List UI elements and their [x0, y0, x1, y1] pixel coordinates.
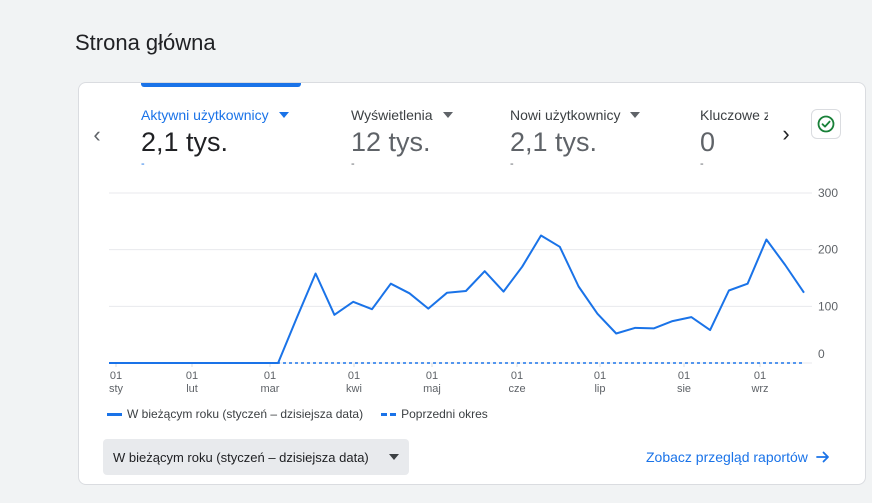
x-tick-month: sty [109, 383, 124, 395]
legend-item-current: W bieżącym roku (styczeń – dzisiejsza da… [107, 407, 363, 421]
caret-down-icon [389, 454, 399, 460]
metric-comparison: - [351, 158, 355, 170]
metric-label: Aktywni użytkownicy [141, 107, 269, 123]
metric-comparison: - [141, 158, 145, 170]
caret-down-icon [278, 112, 289, 118]
metric-new-users[interactable]: Nowi użytkownicy 2,1 tys. - [510, 107, 641, 177]
y-tick-label: 300 [818, 186, 838, 200]
legend-dashed-swatch [381, 412, 397, 416]
metric-label: Kluczowe zdarzenia [700, 107, 768, 123]
page-title: Strona główna [75, 30, 216, 55]
legend-solid-swatch [107, 412, 122, 416]
y-tick-label: 200 [818, 243, 838, 257]
x-tick-month: maj [423, 383, 441, 395]
x-tick-day: 01 [110, 370, 122, 382]
metric-active-users[interactable]: Aktywni użytkownicy 2,1 tys. - [141, 107, 289, 177]
view-reports-link[interactable]: Zobacz przegląd raportów [646, 449, 830, 465]
x-tick-month: cze [508, 383, 525, 395]
metric-value: 2,1 tys. [141, 127, 229, 157]
y-tick-label: 0 [818, 347, 825, 361]
arrow-right-icon [815, 451, 829, 463]
x-tick-month: lut [186, 383, 198, 395]
metric-value: 12 tys. [351, 127, 431, 157]
active-tab-indicator [141, 83, 301, 87]
x-tick-day: 01 [348, 370, 360, 382]
metric-comparison: - [700, 158, 704, 170]
chart-legend: W bieżącym roku (styczeń – dzisiejsza da… [107, 407, 488, 421]
metric-views[interactable]: Wyświetlenia 12 tys. - [351, 107, 453, 177]
caret-down-icon [442, 112, 453, 118]
chevron-left-icon[interactable]: ‹ [93, 122, 101, 147]
line-chart: 300200100001sty01lut01mar01kwi01maj01cze… [109, 186, 838, 395]
x-tick-day: 01 [186, 370, 198, 382]
metric-value: 2,1 tys. [510, 127, 598, 157]
date-range-label: W bieżącym roku (styczeń – dzisiejsza da… [113, 449, 369, 465]
x-tick-month: mar [261, 383, 280, 395]
overview-card: ‹ Aktywni użytkownicy 2,1 tys. - Wyświet… [78, 82, 866, 485]
x-tick-month: wrz [750, 383, 768, 395]
x-tick-day: 01 [264, 370, 276, 382]
legend-label: W bieżącym roku (styczeń – dzisiejsza da… [127, 407, 364, 421]
series-line-current [109, 234, 805, 364]
caret-down-icon [630, 112, 641, 118]
chevron-right-icon[interactable]: › [775, 121, 797, 147]
x-tick-month: kwi [346, 383, 362, 395]
x-tick-day: 01 [754, 370, 766, 382]
metric-value: 0 [700, 127, 716, 157]
x-tick-day: 01 [594, 370, 606, 382]
metric-comparison: - [510, 158, 514, 170]
date-range-dropdown[interactable]: W bieżącym roku (styczeń – dzisiejsza da… [103, 439, 409, 475]
reports-link-label: Zobacz przegląd raportów [646, 449, 808, 465]
legend-label: Poprzedni okres [401, 407, 488, 421]
check-circle-icon[interactable] [811, 109, 841, 139]
y-tick-label: 100 [818, 299, 838, 313]
metric-key-events[interactable]: Kluczowe zdarzenia 0 - [700, 107, 768, 177]
x-tick-month: lip [594, 383, 605, 395]
metric-label: Nowi użytkownicy [510, 107, 621, 123]
metric-label: Wyświetlenia [351, 107, 433, 123]
x-tick-day: 01 [426, 370, 438, 382]
x-tick-month: sie [677, 383, 691, 395]
legend-item-previous: Poprzedni okres [381, 407, 488, 421]
x-tick-day: 01 [511, 370, 523, 382]
x-tick-day: 01 [678, 370, 690, 382]
